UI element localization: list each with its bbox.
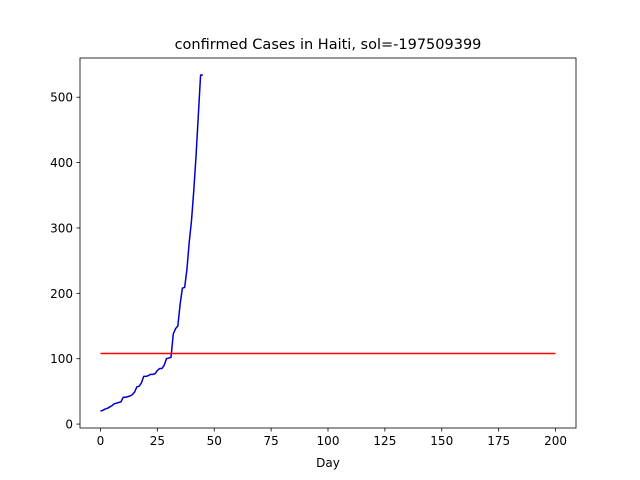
- x-tick-label: 175: [487, 434, 510, 448]
- x-tick-label: 50: [207, 434, 222, 448]
- y-tick-label: 200: [50, 287, 73, 301]
- x-tick-label: 125: [373, 434, 396, 448]
- plot-area: [79, 57, 577, 429]
- x-tick-label: 200: [544, 434, 567, 448]
- x-tick-label: 0: [97, 434, 105, 448]
- chart-title: confirmed Cases in Haiti, sol=-197509399: [175, 37, 482, 53]
- x-axis: 0 25 50 75 100 125 150 175 200: [97, 428, 567, 448]
- plot-frame: [79, 57, 577, 429]
- x-tick-label: 75: [263, 434, 278, 448]
- x-tick-label: 100: [317, 434, 340, 448]
- y-tick-label: 300: [50, 221, 73, 235]
- y-tick-label: 100: [50, 352, 73, 366]
- y-axis: 0 100 200 300 400 500: [50, 91, 80, 432]
- x-tick-label: 150: [430, 434, 453, 448]
- x-tick-label: 25: [150, 434, 165, 448]
- x-axis-title: Day: [316, 456, 340, 470]
- series-line-1: [100, 74, 203, 412]
- y-tick-label: 500: [50, 91, 73, 105]
- y-tick-label: 400: [50, 156, 73, 170]
- y-tick-label: 0: [65, 418, 73, 432]
